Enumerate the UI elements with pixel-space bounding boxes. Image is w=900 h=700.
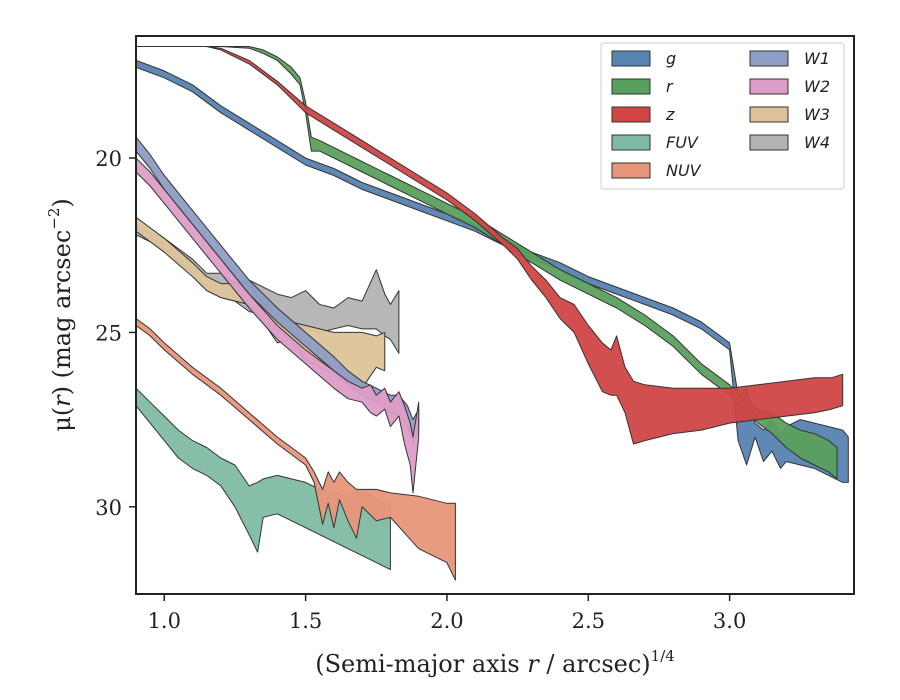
legend-label-w1: W1: [804, 49, 830, 68]
series-layer: [136, 46, 849, 581]
y-axis-label-prefix: μ(: [48, 407, 76, 432]
legend-column-2: W1 W2 W3 W4: [749, 49, 830, 152]
legend-label-nuv: NUV: [666, 161, 702, 180]
x-axis-label-exponent: 1/4: [651, 647, 675, 665]
x-tick-label: 3.0: [713, 609, 746, 633]
y-axis-label: μ(r) (mag arcsec−2): [45, 198, 76, 432]
y-axis-label-variable: r: [48, 394, 76, 407]
series-band-fuv: [136, 387, 391, 571]
legend-swatch-w2: [749, 78, 789, 95]
legend-label-z: z: [665, 105, 675, 124]
x-tick-label: 2.5: [572, 609, 605, 633]
y-tick-label: 25: [95, 321, 122, 345]
legend-column-1: grz FUV NUV: [611, 49, 702, 180]
legend-swatch-w3: [749, 106, 789, 123]
legend-swatch-fuv: [611, 134, 651, 151]
plot-frame: [135, 35, 855, 595]
legend-swatch-g: [611, 50, 651, 67]
y-axis-label-exponent: −2: [45, 208, 63, 230]
legend-swatch-w1: [749, 50, 789, 67]
legend-swatch-nuv: [611, 162, 651, 179]
legend-label-w3: W3: [804, 105, 830, 124]
y-tick-label: 30: [95, 496, 122, 520]
y-axis-ticks: 20 25 30: [95, 147, 136, 520]
series-band-z: [136, 46, 844, 445]
legend-label-r: r: [666, 77, 674, 96]
x-tick-label: 1.5: [289, 609, 322, 633]
y-axis-label-close: ): [48, 198, 76, 207]
x-axis-label-prefix: (Semi-major axis: [315, 650, 527, 678]
legend-label-fuv: FUV: [666, 133, 699, 152]
x-axis-ticks: 1.0 1.5 2.0 2.5 3.0: [148, 594, 746, 633]
series-band-nuv: [136, 318, 456, 581]
x-tick-label: 2.0: [430, 609, 463, 633]
series-band-w2: [136, 157, 420, 494]
y-axis-label-suffix: ) (mag arcsec: [48, 230, 76, 396]
series-band-w4: [136, 227, 400, 354]
legend-swatch-r: [611, 78, 651, 95]
legend-label-w2: W2: [804, 77, 830, 96]
series-band-r: [136, 46, 838, 480]
y-tick-label: 20: [95, 147, 122, 171]
legend: grz FUV NUV W1 W2 W3 W4: [600, 42, 845, 190]
legend-label-w4: W4: [804, 133, 830, 152]
x-axis-label-variable: r: [527, 650, 540, 678]
x-tick-label: 1.0: [148, 609, 181, 633]
x-axis-label-suffix: / arcsec): [539, 650, 651, 678]
legend-swatch-w4: [749, 134, 789, 151]
legend-label-g: g: [666, 49, 676, 68]
legend-swatch-z: [611, 106, 651, 123]
x-axis-label: (Semi-major axis r / arcsec)1/4: [315, 647, 675, 678]
